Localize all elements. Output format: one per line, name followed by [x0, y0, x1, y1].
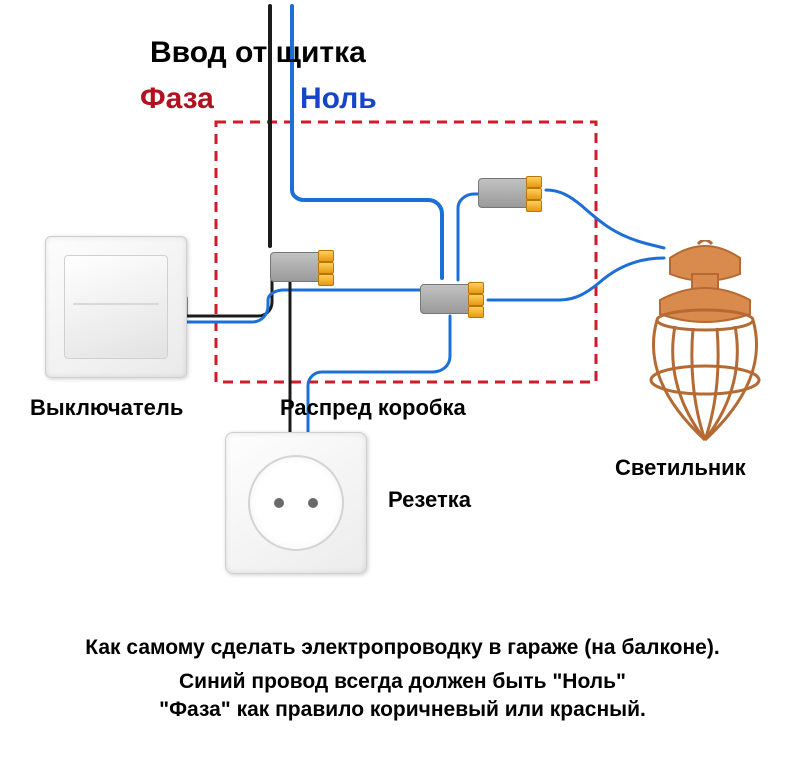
footer-line-3: "Фаза" как правило коричневый или красны…	[0, 698, 805, 722]
footer-line-1: Как самому сделать электропроводку в гар…	[0, 636, 805, 660]
wire-phase_to_switch_out	[186, 280, 272, 316]
pendant-lamp	[630, 240, 780, 460]
outlet-label: Резетка	[388, 487, 471, 513]
wago-connector-3	[478, 172, 548, 212]
wago-lever	[318, 262, 334, 274]
wago-lever	[468, 282, 484, 294]
outlet-hole-left	[274, 498, 284, 508]
wago-lever	[318, 250, 334, 262]
wall-switch	[45, 236, 187, 378]
wall-outlet	[225, 432, 367, 574]
wago-lever	[526, 176, 542, 188]
wago-connector-2	[420, 278, 490, 318]
wago-lever	[318, 274, 334, 286]
wago-body	[478, 178, 530, 208]
title-label: Ввод от щитка	[150, 36, 366, 70]
wago-lever	[468, 294, 484, 306]
outlet-ring	[248, 455, 344, 551]
wago-connector-1	[270, 246, 340, 286]
switch-plate	[64, 255, 168, 359]
junction-box-label: Распред коробка	[280, 395, 466, 421]
wago-body	[270, 252, 322, 282]
switch-label: Выключатель	[30, 395, 183, 421]
outlet-hole-right	[308, 498, 318, 508]
phase-label: Фаза	[140, 82, 214, 116]
wago-lever	[526, 188, 542, 200]
wago-body	[420, 284, 472, 314]
wago-lever	[526, 200, 542, 212]
footer-line-2: Синий провод всегда должен быть "Ноль"	[0, 670, 805, 694]
wago-lever	[468, 306, 484, 318]
neutral-label: Ноль	[300, 82, 377, 116]
